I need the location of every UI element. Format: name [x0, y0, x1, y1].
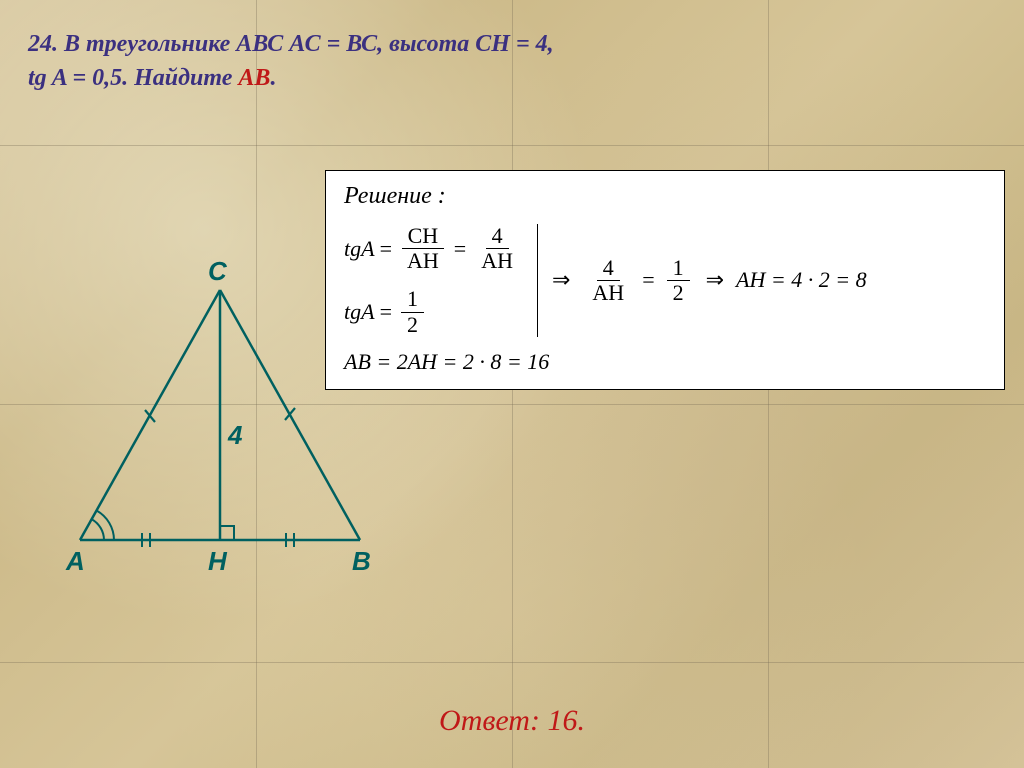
frac-num: 4: [486, 224, 509, 249]
problem-line1: В треугольнике АВС АС = ВС, высота СН = …: [64, 31, 554, 57]
implies-icon: ⇒: [706, 267, 724, 293]
frac-num: 1: [667, 256, 690, 281]
right-angle-mark: [220, 526, 234, 540]
frac-num: 1: [401, 287, 424, 312]
solution-right-column: ⇒ 4AH = 12 ⇒ AH = 4 · 2 = 8: [538, 256, 867, 305]
frac-den: AH: [586, 281, 630, 305]
frac-den: AH: [401, 249, 445, 273]
answer-value: 16.: [547, 704, 585, 737]
triangle-figure: C A H B 4: [60, 270, 390, 580]
solution-final: AB = 2AH = 2 · 8 = 16: [344, 349, 986, 375]
problem-statement: 24. В треугольнике АВС АС = ВС, высота С…: [28, 28, 996, 95]
solution-box: Решение : tgA = CHAH = 4AH tgA = 12 ⇒ 4A…: [325, 170, 1005, 390]
problem-line2: tg A = 0,5. Найдите: [28, 65, 238, 91]
vertex-label-c: C: [208, 256, 227, 287]
triangle-svg: [60, 270, 390, 580]
eq-result: AH = 4 · 2 = 8: [736, 267, 867, 293]
implies-icon: ⇒: [552, 267, 570, 293]
angle-arc-a1: [92, 519, 104, 540]
vertex-label-b: B: [352, 546, 371, 577]
problem-number: 24.: [28, 31, 58, 57]
vertex-label-h: H: [208, 546, 227, 577]
frac-den: 2: [401, 313, 424, 337]
frac-den: 2: [667, 281, 690, 305]
answer-label: Ответ:: [439, 704, 547, 737]
frac-den: AH: [475, 249, 519, 273]
vertex-label-a: A: [66, 546, 85, 577]
altitude-value: 4: [228, 420, 242, 451]
eq-lhs: tgA: [344, 236, 375, 262]
eq-tga-fraction: tgA = CHAH = 4AH: [344, 224, 523, 273]
answer: Ответ: 16.: [0, 704, 1024, 738]
solution-body: tgA = CHAH = 4AH tgA = 12 ⇒ 4AH = 12 ⇒ A…: [344, 224, 986, 337]
problem-period: .: [270, 65, 276, 91]
solution-title: Решение :: [344, 183, 986, 210]
frac-num: CH: [402, 224, 445, 249]
problem-find: АВ: [238, 65, 270, 91]
frac-num: 4: [597, 256, 620, 281]
